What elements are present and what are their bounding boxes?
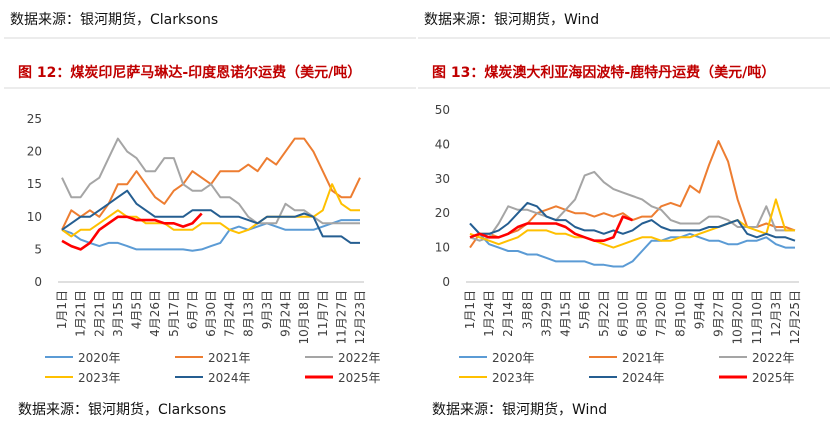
y-tick-label: 30 bbox=[435, 172, 450, 186]
y-tick-label: 20 bbox=[435, 206, 450, 220]
series-line bbox=[61, 137, 360, 225]
x-tick-label: 6月10日 bbox=[616, 290, 630, 337]
y-tick-label: 0 bbox=[442, 275, 450, 289]
legend-label: 2021年 bbox=[622, 351, 665, 365]
x-tick-label: 9月3日 bbox=[260, 290, 274, 329]
chart-title: 图 12：煤炭印尼萨马琳达-印度恩诺尔运费（美元/吨） bbox=[18, 64, 361, 81]
x-tick-label: 1月21日 bbox=[74, 290, 88, 337]
x-tick-label: 12月3日 bbox=[769, 290, 783, 337]
x-tick-label: 11月7日 bbox=[316, 290, 330, 337]
series-line bbox=[469, 198, 795, 249]
y-tick-label: 20 bbox=[27, 145, 42, 159]
source-note: 数据来源：银河期货，Wind bbox=[424, 11, 599, 28]
source-note: 数据来源：银河期货，Wind bbox=[432, 401, 607, 418]
legend-label: 2025年 bbox=[752, 371, 795, 385]
series-line bbox=[469, 215, 633, 242]
x-tick-label: 5月22日 bbox=[597, 290, 611, 337]
x-tick-label: 4月15日 bbox=[559, 290, 573, 337]
legend-label: 2023年 bbox=[78, 371, 121, 385]
x-tick-label: 8月10日 bbox=[673, 290, 687, 337]
legend-label: 2022年 bbox=[752, 351, 795, 365]
x-tick-label: 12月25日 bbox=[788, 290, 802, 345]
x-tick-label: 3月8日 bbox=[520, 290, 534, 329]
y-tick-label: 10 bbox=[27, 210, 42, 224]
series-line bbox=[61, 212, 203, 251]
x-tick-label: 11月27日 bbox=[334, 290, 348, 345]
legend-label: 2024年 bbox=[208, 371, 251, 385]
x-tick-label: 9月24日 bbox=[279, 290, 293, 337]
legend-label: 2020年 bbox=[78, 351, 121, 365]
series-line bbox=[61, 219, 360, 252]
x-tick-label: 3月29日 bbox=[539, 290, 553, 337]
y-tick-label: 0 bbox=[34, 275, 42, 289]
x-tick-label: 9月27日 bbox=[712, 290, 726, 337]
legend-label: 2020年 bbox=[492, 351, 535, 365]
x-tick-label: 3月15日 bbox=[111, 290, 125, 337]
x-tick-label: 10月18日 bbox=[297, 290, 311, 345]
x-tick-label: 8月13日 bbox=[241, 290, 255, 337]
x-tick-label: 4月5日 bbox=[130, 290, 144, 329]
x-tick-label: 11月10日 bbox=[750, 290, 764, 345]
source-note: 数据来源：银河期货，Clarksons bbox=[18, 401, 226, 418]
x-tick-label: 4月26日 bbox=[148, 290, 162, 337]
legend-label: 2023年 bbox=[492, 371, 535, 385]
legend-label: 2024年 bbox=[622, 371, 665, 385]
y-tick-label: 40 bbox=[435, 137, 450, 151]
legend-label: 2022年 bbox=[338, 351, 381, 365]
y-tick-label: 50 bbox=[435, 103, 450, 117]
x-tick-label: 5月6日 bbox=[578, 290, 592, 329]
x-tick-label: 5月17日 bbox=[167, 290, 181, 337]
legend-label: 2025年 bbox=[338, 371, 381, 385]
x-tick-label: 7月20日 bbox=[654, 290, 668, 337]
source-note: 数据来源：银河期货，Clarksons bbox=[10, 11, 218, 28]
x-tick-label: 1月24日 bbox=[482, 290, 496, 337]
x-tick-label: 7月24日 bbox=[223, 290, 237, 337]
series-line bbox=[469, 201, 796, 242]
x-tick-label: 9月4日 bbox=[692, 290, 706, 329]
y-tick-label: 5 bbox=[34, 242, 42, 256]
x-tick-label: 10月20日 bbox=[731, 290, 745, 345]
x-tick-label: 1月1日 bbox=[55, 290, 69, 329]
chart-title: 图 13：煤炭澳大利亚海因波特-鹿特丹运费（美元/吨） bbox=[432, 64, 775, 81]
x-tick-label: 2月21日 bbox=[92, 290, 106, 337]
legend-label: 2021年 bbox=[208, 351, 251, 365]
series-line bbox=[61, 183, 360, 238]
series-line bbox=[61, 189, 360, 244]
series-line bbox=[469, 170, 795, 242]
x-tick-label: 6月30日 bbox=[635, 290, 649, 337]
series-line bbox=[469, 222, 795, 268]
y-tick-label: 10 bbox=[435, 241, 450, 255]
y-tick-label: 15 bbox=[27, 177, 42, 191]
y-tick-label: 25 bbox=[27, 112, 42, 126]
x-tick-label: 6月30日 bbox=[204, 290, 218, 337]
x-tick-label: 12月23日 bbox=[353, 290, 367, 345]
x-tick-label: 6月7日 bbox=[185, 290, 199, 329]
x-tick-label: 1月1日 bbox=[463, 290, 477, 329]
x-tick-label: 2月14日 bbox=[501, 290, 515, 337]
